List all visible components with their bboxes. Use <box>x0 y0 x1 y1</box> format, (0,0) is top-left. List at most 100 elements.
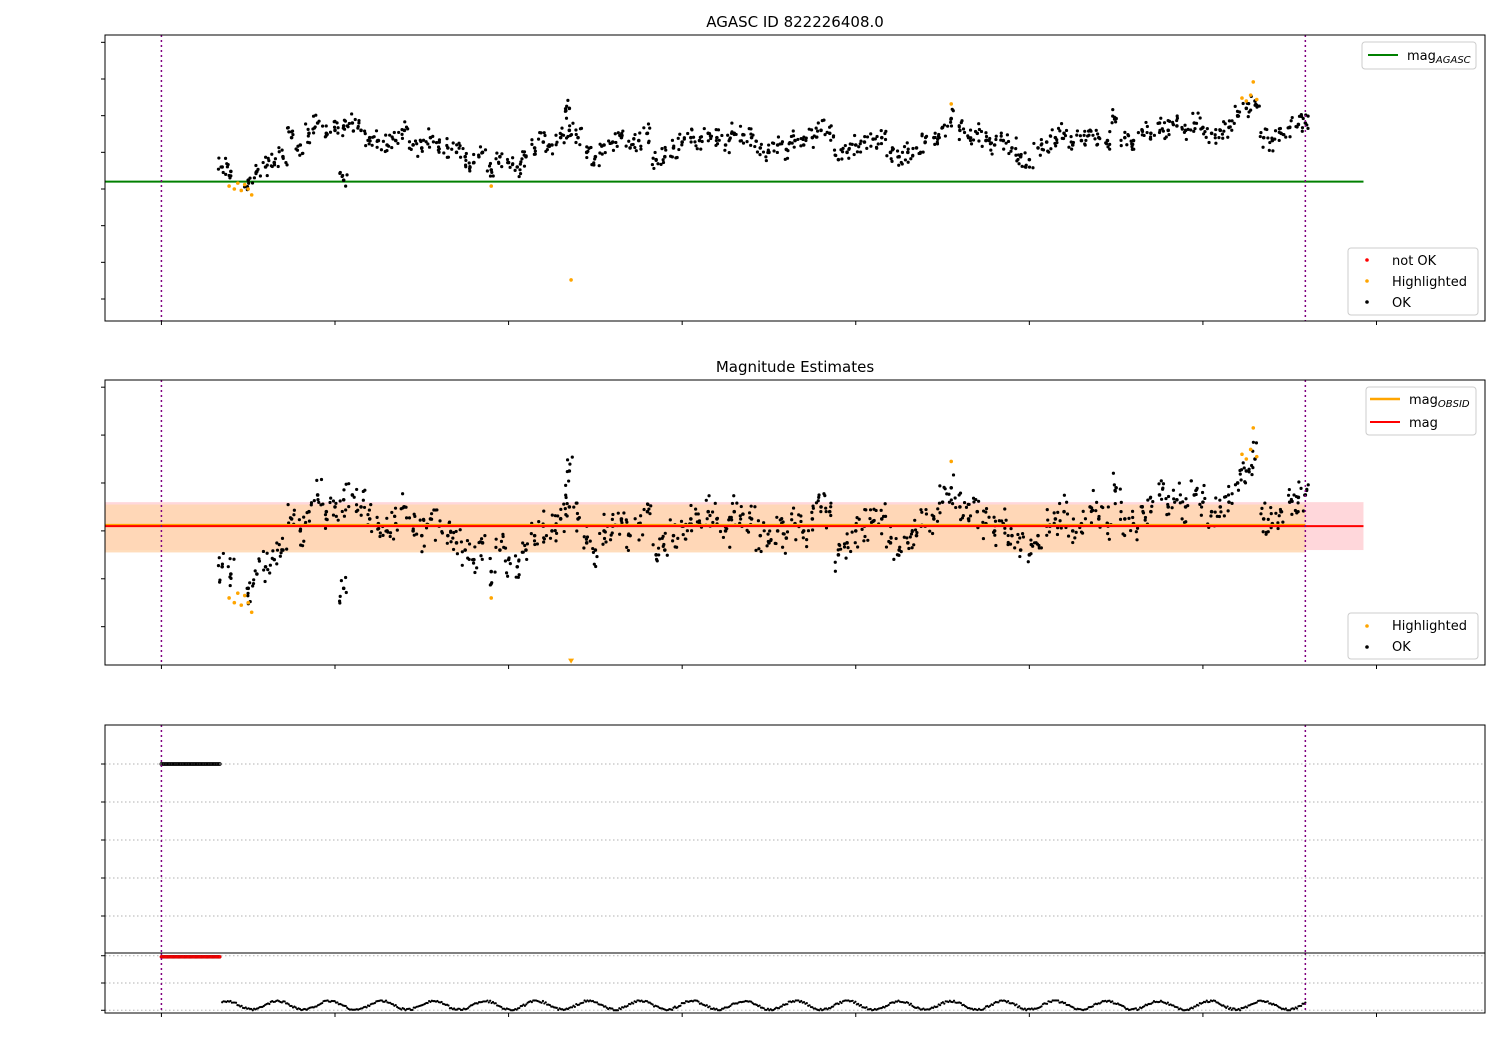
data-point-ok <box>872 518 876 523</box>
data-point-ok <box>746 530 751 534</box>
data-point-ok <box>844 556 848 560</box>
data-point-ok <box>1105 521 1109 525</box>
data-point-ok <box>810 517 815 521</box>
data-point-ok <box>565 469 569 474</box>
data-point-ok <box>400 492 405 496</box>
data-point-ok <box>696 512 700 516</box>
data-point-ok <box>451 141 455 145</box>
data-point-ok <box>707 131 712 136</box>
data-point-ok <box>542 131 546 135</box>
data-point-ok <box>533 152 537 156</box>
data-point-ok <box>659 162 663 166</box>
data-point-ok <box>379 148 384 152</box>
data-point-ok <box>1306 483 1310 487</box>
data-point-ok <box>727 518 731 522</box>
flag-marker-not-kalman <box>164 762 169 766</box>
data-point-ok <box>962 500 967 505</box>
data-point-ok <box>1156 121 1160 126</box>
data-point-ok <box>1241 461 1245 465</box>
data-point-ok <box>799 144 803 148</box>
dr-point <box>365 1006 368 1009</box>
data-point-ok <box>575 511 580 516</box>
data-point-ok <box>272 163 277 167</box>
data-point-ok <box>1238 472 1242 476</box>
data-point-ok <box>837 542 841 547</box>
legend-frame <box>1347 612 1479 660</box>
data-point-ok <box>568 462 572 466</box>
data-point-ok <box>281 156 285 160</box>
data-point-ok <box>1089 509 1093 514</box>
data-point-ok <box>277 543 281 547</box>
data-point-ok <box>1013 546 1017 550</box>
data-point-ok <box>706 139 710 143</box>
data-point-ok <box>868 508 873 512</box>
data-point-ok <box>415 532 419 536</box>
data-point-ok <box>863 135 867 139</box>
data-point-ok <box>1139 505 1143 509</box>
dr-point <box>683 1002 686 1005</box>
data-point-ok <box>248 581 252 585</box>
data-point-ok <box>574 140 578 145</box>
dr-point <box>500 1005 503 1009</box>
data-point-ok <box>419 139 423 144</box>
data-point-ok <box>947 500 952 504</box>
data-point-ok <box>1063 133 1068 138</box>
data-point-ok <box>286 502 290 507</box>
panel-magnitude-plot-area <box>101 379 1486 669</box>
data-point-ok <box>533 542 537 547</box>
data-point-ok <box>317 119 321 123</box>
data-point-ok <box>819 510 823 514</box>
data-point-ok <box>1123 130 1127 135</box>
data-point-ok <box>783 157 787 161</box>
data-point-ok <box>940 126 944 130</box>
data-point-ok <box>876 142 880 146</box>
data-point-ok <box>494 545 498 549</box>
data-point-ok <box>554 133 558 137</box>
data-point-ok <box>751 133 755 137</box>
legend-marker-highlighted <box>1365 279 1369 283</box>
data-point-ok <box>1045 533 1049 537</box>
data-point-highlighted <box>249 193 254 197</box>
data-point-ok <box>341 126 345 130</box>
data-point-ok <box>814 126 818 130</box>
data-point-ok <box>906 147 910 151</box>
data-point-ok <box>1184 520 1188 524</box>
data-point-ok <box>1151 500 1155 504</box>
data-point-ok <box>442 151 446 155</box>
data-point-ok <box>362 129 367 133</box>
data-point-ok <box>452 531 456 535</box>
data-point-ok <box>1157 482 1161 486</box>
data-point-ok <box>1007 151 1011 156</box>
data-point-ok <box>1015 159 1019 163</box>
data-point-ok <box>1207 140 1211 145</box>
data-point-ok <box>565 501 569 506</box>
data-point-ok <box>280 148 284 152</box>
data-point-ok <box>1014 153 1018 157</box>
data-point-ok <box>1237 110 1242 114</box>
data-point-highlighted <box>1248 447 1253 452</box>
data-point-ok <box>1070 147 1074 151</box>
data-point-ok <box>285 163 289 167</box>
data-point-ok <box>741 512 745 516</box>
data-point-ok <box>1003 526 1007 530</box>
dr-point <box>582 1001 585 1004</box>
data-point-ok <box>957 493 961 497</box>
data-point-ok <box>1266 517 1270 521</box>
dr-point <box>1023 1007 1026 1010</box>
data-point-ok <box>1242 466 1246 470</box>
data-point-ok <box>1189 479 1193 483</box>
data-point-ok <box>1301 509 1306 513</box>
data-point-highlighted <box>1244 457 1249 461</box>
data-point-ok <box>488 161 493 166</box>
data-point-ok <box>910 530 914 534</box>
data-point-ok <box>1233 483 1238 487</box>
data-point-ok <box>1107 537 1111 541</box>
data-point-ok <box>383 149 387 154</box>
data-point-ok <box>1020 532 1025 536</box>
data-point-ok <box>268 563 272 567</box>
data-point-ok <box>840 150 845 154</box>
legend-marker-ok <box>1365 300 1369 304</box>
dr-point <box>932 1006 935 1010</box>
dr-point <box>1233 1007 1236 1010</box>
data-point-ok <box>331 499 336 503</box>
